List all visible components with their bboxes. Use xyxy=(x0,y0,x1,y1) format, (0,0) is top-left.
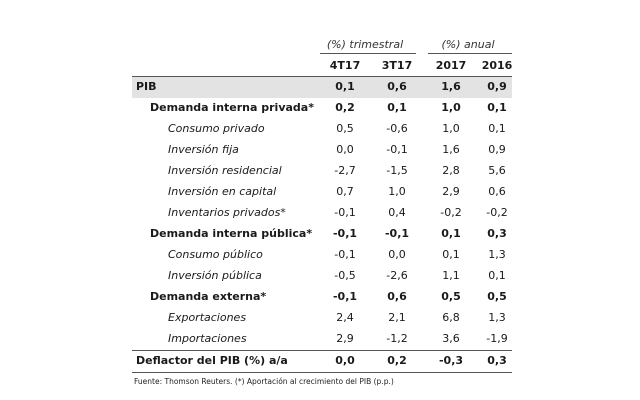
cell-3t17: -0,1 xyxy=(386,143,408,156)
cell-3t17: 0,1 xyxy=(387,101,407,114)
cell-2016: -0,2 xyxy=(486,206,508,219)
row-label: Consumo público xyxy=(168,248,263,261)
source-footnote: Fuente: Thomson Reuters. (*) Aportación … xyxy=(134,377,394,386)
cell-2017: 1,1 xyxy=(442,269,460,282)
cell-2016: 0,6 xyxy=(488,185,506,198)
table-row-pib: PIB 0,1 0,6 1,6 0,9 xyxy=(132,77,512,98)
row-label: Inversión residencial xyxy=(168,164,282,177)
row-label: Demanda externa* xyxy=(150,290,267,303)
column-header-3t17: 3T17 xyxy=(381,59,413,72)
cell-2017: 6,8 xyxy=(442,311,460,324)
cell-3t17: -1,5 xyxy=(386,164,408,177)
cell-4t17: 0,0 xyxy=(335,354,355,367)
cell-2017: 2,9 xyxy=(442,185,460,198)
cell-2016: 0,3 xyxy=(487,354,507,367)
table-row-inversion-publica: Inversión pública -0,5 -2,6 1,1 0,1 xyxy=(132,266,512,287)
table-row-importaciones: Importaciones 2,9 -1,2 3,6 -1,9 xyxy=(132,329,512,350)
cell-4t17: 0,2 xyxy=(335,101,355,114)
table-row-inversion-en-capital: Inversión en capital 0,7 1,0 2,9 0,6 xyxy=(132,182,512,203)
row-label: Deflactor del PIB (%) a/a xyxy=(136,354,288,367)
cell-3t17: 0,6 xyxy=(387,80,407,93)
row-label: Demanda interna pública* xyxy=(150,227,313,240)
table-row-inversion-residencial: Inversión residencial -2,7 -1,5 2,8 5,6 xyxy=(132,161,512,182)
cell-4t17: -0,1 xyxy=(334,206,356,219)
cell-2016: 0,5 xyxy=(487,290,507,303)
row-label: Inventarios privados* xyxy=(168,206,286,219)
cell-3t17: 1,0 xyxy=(388,185,406,198)
row-label: Consumo privado xyxy=(168,122,265,135)
cell-4t17: -2,7 xyxy=(334,164,356,177)
cell-2016: 0,9 xyxy=(488,143,506,156)
cell-4t17: 2,4 xyxy=(336,311,354,324)
row-label: Inversión en capital xyxy=(168,185,277,198)
cell-2017: -0,2 xyxy=(440,206,462,219)
cell-2017: -0,3 xyxy=(438,354,464,367)
group-anual-underline xyxy=(428,53,512,54)
cell-2016: 0,9 xyxy=(487,80,507,93)
cell-4t17: -0,1 xyxy=(332,227,358,240)
cell-2016: 1,3 xyxy=(488,311,506,324)
cell-2016: 0,1 xyxy=(488,269,506,282)
cell-2016: 0,1 xyxy=(488,122,506,135)
cell-2016: 1,3 xyxy=(488,248,506,261)
row-label: Inversión fija xyxy=(168,143,239,156)
table-row-inversion-fija: Inversión fija 0,0 -0,1 1,6 0,9 xyxy=(132,140,512,161)
cell-2017: 0,1 xyxy=(441,227,461,240)
cell-4t17: -0,1 xyxy=(332,290,358,303)
cell-4t17: 0,0 xyxy=(336,143,354,156)
cell-3t17: 2,1 xyxy=(388,311,406,324)
column-header-2017: 2017 xyxy=(435,59,467,72)
table-row-inventarios-privados: Inventarios privados* -0,1 0,4 -0,2 -0,2 xyxy=(132,203,512,224)
table-row-deflactor-pib: Deflactor del PIB (%) a/a 0,0 0,2 -0,3 0… xyxy=(132,350,512,373)
cell-2016: 5,6 xyxy=(488,164,506,177)
cell-3t17: 0,6 xyxy=(387,290,407,303)
cell-3t17: 0,4 xyxy=(388,206,406,219)
table-row-demanda-externa: Demanda externa* -0,1 0,6 0,5 0,5 xyxy=(132,287,512,308)
cell-2017: 0,1 xyxy=(442,248,460,261)
table-row-exportaciones: Exportaciones 2,4 2,1 6,8 1,3 xyxy=(132,308,512,329)
cell-2016: -1,9 xyxy=(486,332,508,345)
cell-4t17: 0,1 xyxy=(335,80,355,93)
column-group-header: (%) trimestral (%) anual xyxy=(132,34,512,54)
cell-2016: 0,3 xyxy=(487,227,507,240)
table-row-consumo-privado: Consumo privado 0,5 -0,6 1,0 0,1 xyxy=(132,119,512,140)
cell-2017: 1,6 xyxy=(442,143,460,156)
cell-2016: 0,1 xyxy=(487,101,507,114)
cell-2017: 1,0 xyxy=(442,122,460,135)
cell-4t17: 0,5 xyxy=(336,122,354,135)
cell-4t17: 2,9 xyxy=(336,332,354,345)
row-label: PIB xyxy=(136,80,157,93)
row-label: Exportaciones xyxy=(168,311,247,324)
cell-4t17: -0,1 xyxy=(334,248,356,261)
cell-2017: 2,8 xyxy=(442,164,460,177)
table-row-demanda-interna-publica: Demanda interna pública* -0,1 -0,1 0,1 0… xyxy=(132,224,512,245)
column-header-2016: 2016 xyxy=(481,59,513,72)
cell-2017: 0,5 xyxy=(441,290,461,303)
cell-3t17: -1,2 xyxy=(386,332,408,345)
group-trimestral-underline xyxy=(320,53,416,54)
row-label: Demanda interna privada* xyxy=(150,101,314,114)
cell-3t17: 0,2 xyxy=(387,354,407,367)
table-row-consumo-publico: Consumo público -0,1 0,0 0,1 1,3 xyxy=(132,245,512,266)
cell-2017: 1,0 xyxy=(441,101,461,114)
cell-3t17: -0,6 xyxy=(386,122,408,135)
table-row-demanda-interna-privada: Demanda interna privada* 0,2 0,1 1,0 0,1 xyxy=(132,98,512,119)
gdp-table: (%) trimestral (%) anual 4T17 3T17 2017 … xyxy=(132,34,512,373)
cell-4t17: -0,5 xyxy=(334,269,356,282)
row-label: Inversión pública xyxy=(168,269,262,282)
cell-4t17: 0,7 xyxy=(336,185,354,198)
group-trimestral: (%) trimestral xyxy=(326,38,404,51)
cell-2017: 3,6 xyxy=(442,332,460,345)
cell-2017: 1,6 xyxy=(441,80,461,93)
column-header-row: 4T17 3T17 2017 2016 xyxy=(132,54,512,77)
cell-3t17: 0,0 xyxy=(388,248,406,261)
column-header-4t17: 4T17 xyxy=(329,59,361,72)
cell-3t17: -0,1 xyxy=(384,227,410,240)
row-label: Importaciones xyxy=(168,332,247,345)
group-anual: (%) anual xyxy=(441,38,495,51)
cell-3t17: -2,6 xyxy=(386,269,408,282)
